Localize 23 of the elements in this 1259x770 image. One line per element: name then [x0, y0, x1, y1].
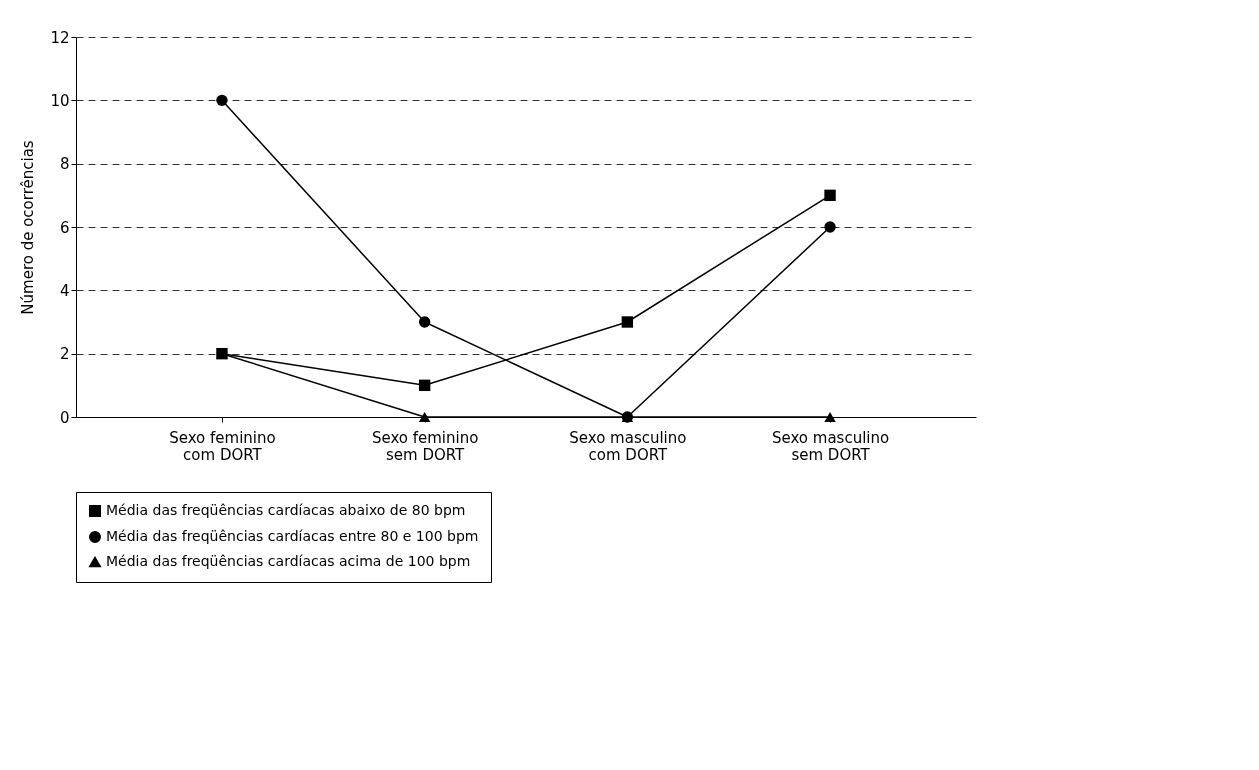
x-tick-label: Sexo masculino com DORT [569, 428, 687, 464]
y-tick-label: 0 [59, 408, 70, 427]
x-tick-label: Sexo feminino com DORT [169, 428, 276, 464]
x-tick-label: Sexo masculino sem DORT [771, 428, 890, 464]
point [418, 316, 431, 328]
legend-label: Média das freqüências cardíacas abaixo de 80 bpm [106, 502, 466, 518]
y-tick-label: 2 [59, 345, 70, 364]
y-tick-label: 8 [59, 155, 70, 174]
legend-label: Média das freqüências cardíacas acima de 100 bpm [106, 553, 471, 569]
point [418, 412, 431, 422]
point [824, 189, 836, 202]
x-tick-label: Sexo feminino sem DORT [371, 428, 479, 464]
point [216, 94, 228, 107]
legend-label: Média das freqüências cardíacas entre 80 e 100 bpm [106, 528, 479, 544]
y-tick-label: 12 [50, 28, 70, 47]
point [418, 379, 431, 392]
y-tick-label: 4 [59, 281, 70, 300]
point [824, 412, 836, 422]
y-tick-label: 10 [50, 91, 70, 110]
y-axis-title: Número de ocorrências [19, 140, 38, 315]
y-tick-label: 6 [59, 218, 70, 237]
point [824, 221, 836, 233]
point [621, 316, 634, 328]
